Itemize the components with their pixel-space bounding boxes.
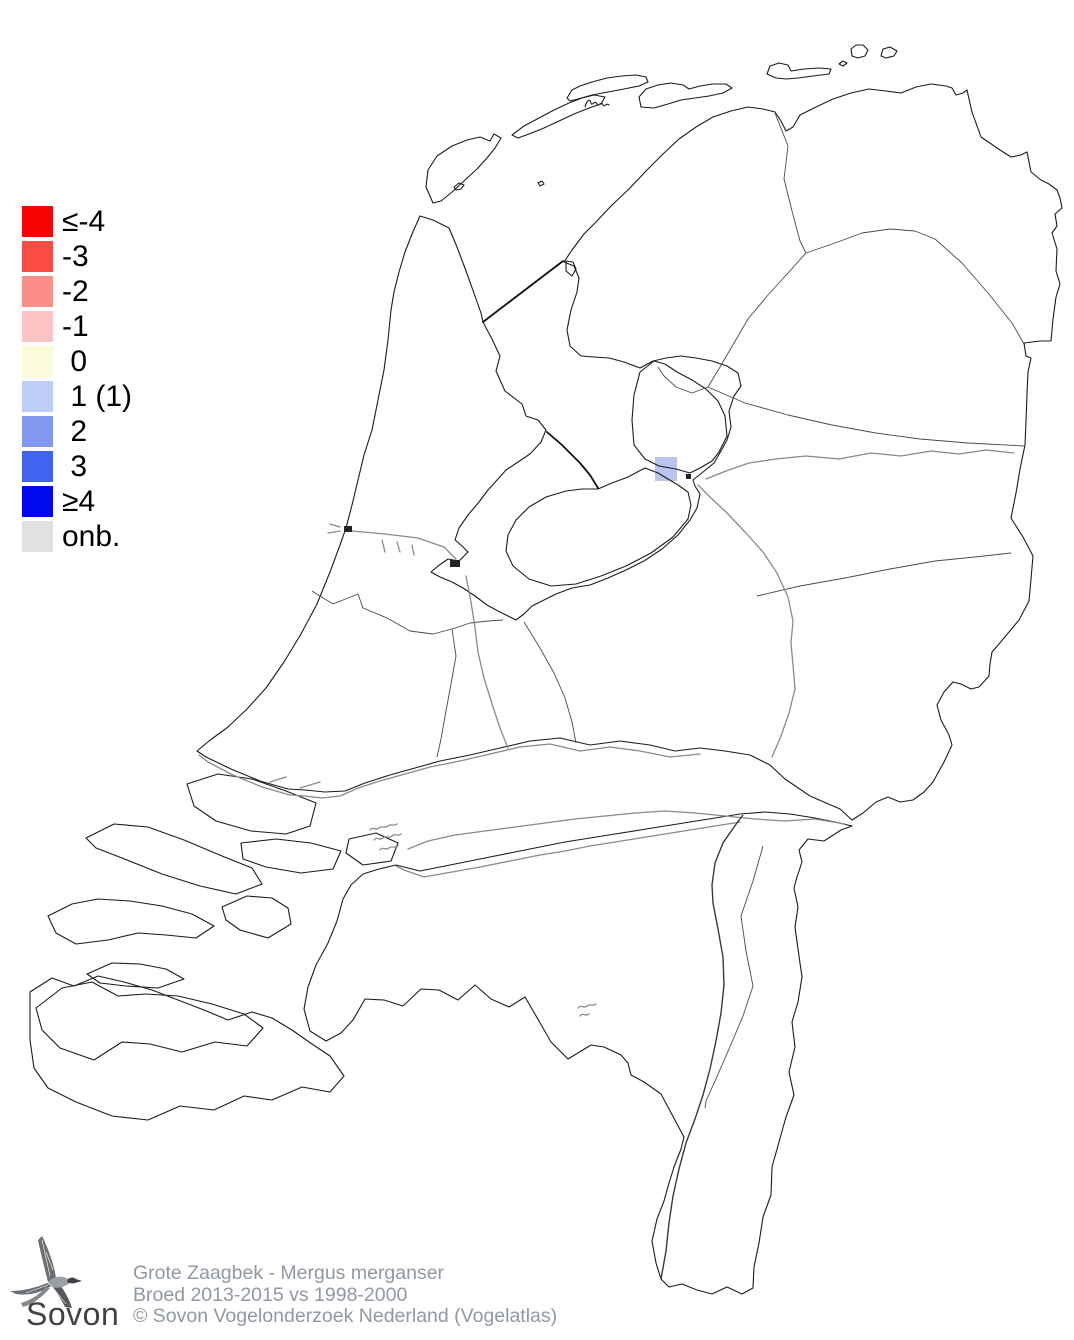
river-maas-bergse	[395, 821, 741, 878]
legend-swatch	[22, 276, 53, 307]
period-subtitle: Broed 2013-2015 vs 1998-2000	[133, 1283, 408, 1306]
legend-row: ≥4	[22, 486, 132, 517]
border-friesland-overijssel	[657, 366, 709, 394]
river-ijssel	[697, 484, 796, 758]
border-friesland-drenthe	[707, 252, 807, 388]
legend-label: ≥4	[62, 485, 96, 518]
amsterdam-rijnkanaal	[465, 575, 509, 749]
island-tholen	[221, 895, 292, 939]
zeeuws-vlaanderen-coastline	[29, 975, 345, 1121]
harbor-basins	[269, 523, 415, 789]
islet-noorderhaaks	[453, 182, 465, 191]
island-noord-beveland	[86, 962, 185, 989]
border-groningen-drenthe	[805, 228, 1025, 345]
legend-row: 0	[22, 346, 132, 377]
stream-detail-south	[577, 1003, 597, 1017]
mainland-north-coastline	[196, 83, 1063, 821]
legend-label: -2	[62, 275, 89, 308]
legend-swatch	[22, 381, 53, 412]
sovon-wordmark: Sovon	[26, 1296, 120, 1332]
island-schouwen-duiveland	[47, 898, 215, 945]
kampen-mark	[686, 474, 691, 479]
river-lek-south-bank	[198, 743, 701, 799]
island-ameland	[638, 82, 733, 109]
island-schiermonnikoog	[766, 62, 832, 80]
border-utrecht-gelderland	[523, 621, 577, 744]
island-voorne-putten	[186, 773, 317, 835]
sovon-logo	[10, 1236, 82, 1308]
border-friesland-groningen	[774, 112, 807, 254]
islet-rottumeroog	[880, 46, 898, 59]
legend-label: -3	[62, 240, 89, 273]
border-brabant-limburg	[704, 845, 764, 1109]
river-waal	[407, 810, 846, 850]
swallow-facet-lines	[25, 1239, 67, 1305]
island-goeree-overflakkee	[85, 823, 263, 895]
legend-swatch	[22, 311, 53, 342]
legend-swatch	[22, 241, 53, 272]
biesbosch-creeks	[369, 823, 402, 851]
islet-rottumerplaat	[850, 44, 869, 59]
legend-row: -3	[22, 241, 132, 272]
legend-row: 2	[22, 416, 132, 447]
swallow-head-icon	[67, 1277, 82, 1284]
legend-swatch	[22, 206, 53, 237]
amsterdam-mark	[450, 560, 460, 567]
legend-label: onb.	[62, 520, 121, 553]
species-title: Grote Zaagbek - Mergus merganser	[133, 1262, 445, 1284]
river-vecht	[705, 449, 1015, 480]
swallow-tail-outer-icon	[10, 1283, 51, 1295]
polder-noordoostpolder	[631, 360, 728, 474]
legend-label: ≤-4	[62, 205, 106, 238]
legend-row: -1	[22, 311, 132, 342]
legend-label: -1	[62, 310, 89, 343]
island-hoeksche-waard	[240, 838, 342, 874]
legend-label: 2	[62, 415, 88, 448]
border-drenthe-overijssel	[707, 386, 1026, 447]
legend-label: 1 (1)	[62, 380, 133, 413]
legend: ≤-4 -3 -2 -1 0 1 (1) 2 3	[22, 206, 132, 556]
swallow-tail-inner-icon	[21, 1287, 50, 1307]
border-noordholland-utrecht	[451, 619, 504, 630]
islet-kornwerderzand	[565, 260, 577, 277]
legend-row: ≤-4	[22, 206, 132, 237]
swallow-body-icon	[48, 1276, 72, 1288]
legend-swatch	[22, 451, 53, 482]
islet-small	[838, 60, 848, 67]
afsluitdijk-dam	[482, 260, 564, 323]
ijmuiden-mark	[344, 526, 352, 532]
island-vlieland	[511, 94, 606, 139]
island-walcheren-zuid-beveland	[35, 981, 264, 1061]
island-texel	[425, 133, 502, 204]
legend-label: 0	[62, 345, 88, 378]
legend-swatch	[22, 416, 53, 447]
legend-swatch	[22, 521, 53, 552]
legend-row: 1 (1)	[22, 381, 132, 412]
border-noordholland-zuidholland	[311, 590, 453, 635]
border-zuidholland-utrecht	[436, 628, 457, 758]
island-dordrecht	[345, 832, 399, 866]
island-terschelling	[566, 74, 649, 102]
map-credits: Grote Zaagbek - Mergus merganser Broed 2…	[133, 1262, 558, 1328]
border-overijssel-gelderland	[756, 552, 1012, 597]
polder-flevoland	[505, 467, 692, 587]
legend-row: onb.	[22, 521, 132, 552]
houtribdijk-dam	[546, 431, 599, 489]
legend-row: -2	[22, 276, 132, 307]
vlieland-dune-detail	[584, 99, 610, 108]
legend-swatch	[22, 346, 53, 377]
legend-swatch	[22, 486, 53, 517]
mainland-south-coastline	[303, 811, 853, 1295]
legend-row: 3	[22, 451, 132, 482]
noordzeekanaal	[351, 530, 457, 560]
swallow-upper-wing-icon	[38, 1236, 56, 1282]
copyright-line: © Sovon Vogelonderzoek Nederland (Vogela…	[133, 1305, 558, 1327]
legend-label: 3	[62, 450, 88, 483]
islet-griend	[537, 180, 545, 187]
river-maas-limburg	[660, 814, 744, 1280]
